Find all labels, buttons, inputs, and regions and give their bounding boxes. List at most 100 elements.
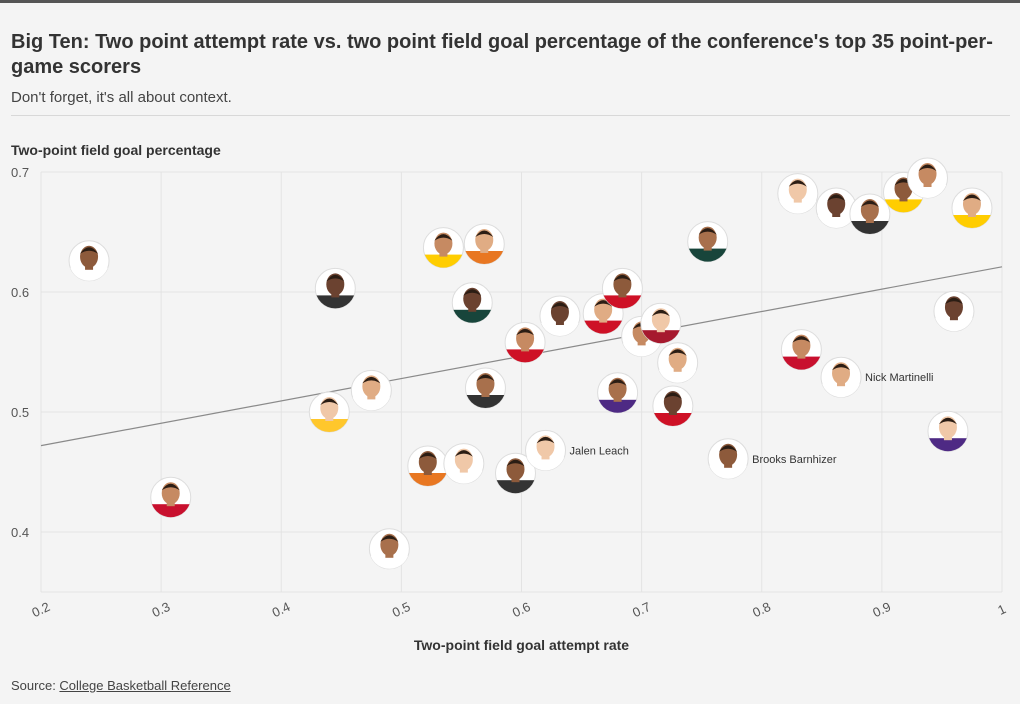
jersey-shape bbox=[505, 349, 546, 363]
jersey-shape bbox=[309, 419, 350, 432]
hair-shape bbox=[326, 274, 345, 282]
player-point[interactable] bbox=[951, 187, 993, 235]
hair-shape bbox=[608, 379, 627, 386]
jersey-shape bbox=[465, 395, 506, 408]
player-point[interactable] bbox=[780, 329, 822, 377]
jersey-shape bbox=[652, 413, 693, 426]
player-point[interactable]: Jalen Leach bbox=[525, 429, 629, 477]
hair-shape bbox=[962, 194, 981, 201]
x-tick-label: 0.2 bbox=[29, 599, 52, 620]
source-link[interactable]: College Basketball Reference bbox=[59, 678, 231, 693]
player-point[interactable] bbox=[640, 302, 682, 350]
player-point[interactable] bbox=[422, 227, 464, 275]
hair-shape bbox=[516, 328, 535, 336]
y-tick-label: 0.7 bbox=[11, 165, 29, 180]
player-point[interactable] bbox=[539, 295, 581, 343]
hair-shape bbox=[944, 297, 963, 305]
x-tick-label: 0.3 bbox=[150, 599, 173, 620]
player-point[interactable] bbox=[407, 445, 449, 493]
jersey-shape bbox=[443, 470, 484, 484]
jersey-shape bbox=[407, 473, 448, 486]
source-note: Source: College Basketball Reference bbox=[11, 678, 231, 693]
player-point[interactable] bbox=[464, 367, 506, 415]
hair-shape bbox=[80, 247, 99, 254]
hair-shape bbox=[463, 289, 482, 296]
header-divider bbox=[11, 115, 1010, 116]
player-point[interactable] bbox=[68, 240, 110, 288]
hair-shape bbox=[832, 363, 851, 371]
chart-title: Big Ten: Two point attempt rate vs. two … bbox=[11, 31, 993, 78]
jersey-shape bbox=[821, 384, 862, 398]
player-point[interactable] bbox=[443, 443, 485, 491]
hair-shape bbox=[454, 450, 473, 457]
jersey-shape bbox=[621, 343, 662, 357]
player-name-label: Jalen Leach bbox=[570, 445, 629, 457]
player-point[interactable] bbox=[597, 372, 639, 420]
player-point[interactable] bbox=[494, 452, 536, 500]
hair-shape bbox=[362, 376, 381, 384]
jersey-shape bbox=[708, 465, 749, 479]
hair-shape bbox=[320, 398, 339, 405]
player-point[interactable] bbox=[652, 385, 694, 433]
x-tick-label: 0.8 bbox=[750, 599, 773, 620]
player-point[interactable] bbox=[601, 267, 643, 315]
jersey-shape bbox=[927, 438, 968, 452]
player-point[interactable] bbox=[314, 267, 356, 315]
hair-shape bbox=[434, 234, 453, 241]
x-tick-label: 0.7 bbox=[630, 599, 653, 620]
player-name-label: Brooks Barnhizer bbox=[752, 454, 837, 466]
hair-shape bbox=[918, 164, 937, 171]
top-accent-bar bbox=[0, 0, 1020, 3]
jersey-shape bbox=[781, 356, 822, 370]
hair-shape bbox=[475, 230, 494, 237]
jersey-shape bbox=[777, 200, 818, 214]
hair-shape bbox=[161, 483, 180, 491]
player-point[interactable] bbox=[907, 157, 949, 205]
player-point[interactable] bbox=[777, 173, 819, 221]
hair-shape bbox=[698, 228, 717, 235]
jersey-shape bbox=[495, 480, 536, 494]
grid-lines bbox=[40, 171, 1003, 593]
y-tick-label: 0.5 bbox=[11, 405, 29, 420]
hair-shape bbox=[668, 349, 687, 356]
jersey-shape bbox=[933, 318, 974, 332]
jersey-shape bbox=[583, 320, 624, 334]
source-prefix: Source: bbox=[11, 678, 60, 693]
jersey-shape bbox=[951, 215, 992, 228]
player-point[interactable] bbox=[451, 282, 493, 330]
player-point[interactable] bbox=[933, 290, 975, 338]
chart-subtitle: Don't forget, it's all about context. bbox=[11, 89, 232, 106]
hair-shape bbox=[613, 274, 632, 282]
player-point[interactable] bbox=[463, 223, 505, 271]
hair-shape bbox=[663, 392, 682, 399]
player-point[interactable] bbox=[368, 528, 410, 576]
y-tick-label: 0.4 bbox=[11, 525, 29, 540]
jersey-shape bbox=[597, 399, 638, 413]
player-point[interactable] bbox=[150, 476, 192, 524]
jersey-shape bbox=[464, 251, 505, 264]
hair-shape bbox=[788, 180, 807, 187]
hair-shape bbox=[719, 445, 738, 452]
jersey-shape bbox=[525, 457, 566, 471]
player-points: Jalen Leach Brooks Barnhizer Nick Martinel… bbox=[68, 157, 993, 576]
player-point[interactable] bbox=[657, 342, 699, 390]
jersey-shape bbox=[602, 295, 643, 309]
jersey-shape bbox=[816, 215, 857, 228]
jersey-shape bbox=[315, 295, 356, 309]
player-point[interactable]: Nick Martinelli bbox=[820, 356, 934, 404]
player-point[interactable]: Brooks Barnhizer bbox=[707, 438, 837, 486]
y-axis-label: Two-point field goal percentage bbox=[11, 142, 221, 158]
hair-shape bbox=[536, 436, 555, 444]
x-tick-label: 0.6 bbox=[510, 599, 533, 620]
player-point[interactable] bbox=[350, 369, 392, 417]
player-point[interactable] bbox=[504, 321, 546, 369]
player-point[interactable] bbox=[849, 193, 891, 241]
hair-shape bbox=[860, 200, 879, 207]
player-point[interactable] bbox=[308, 391, 350, 439]
player-point[interactable] bbox=[927, 410, 969, 458]
jersey-shape bbox=[369, 555, 410, 569]
player-point[interactable] bbox=[815, 187, 857, 235]
jersey-shape bbox=[539, 323, 580, 336]
player-point[interactable] bbox=[687, 221, 729, 269]
